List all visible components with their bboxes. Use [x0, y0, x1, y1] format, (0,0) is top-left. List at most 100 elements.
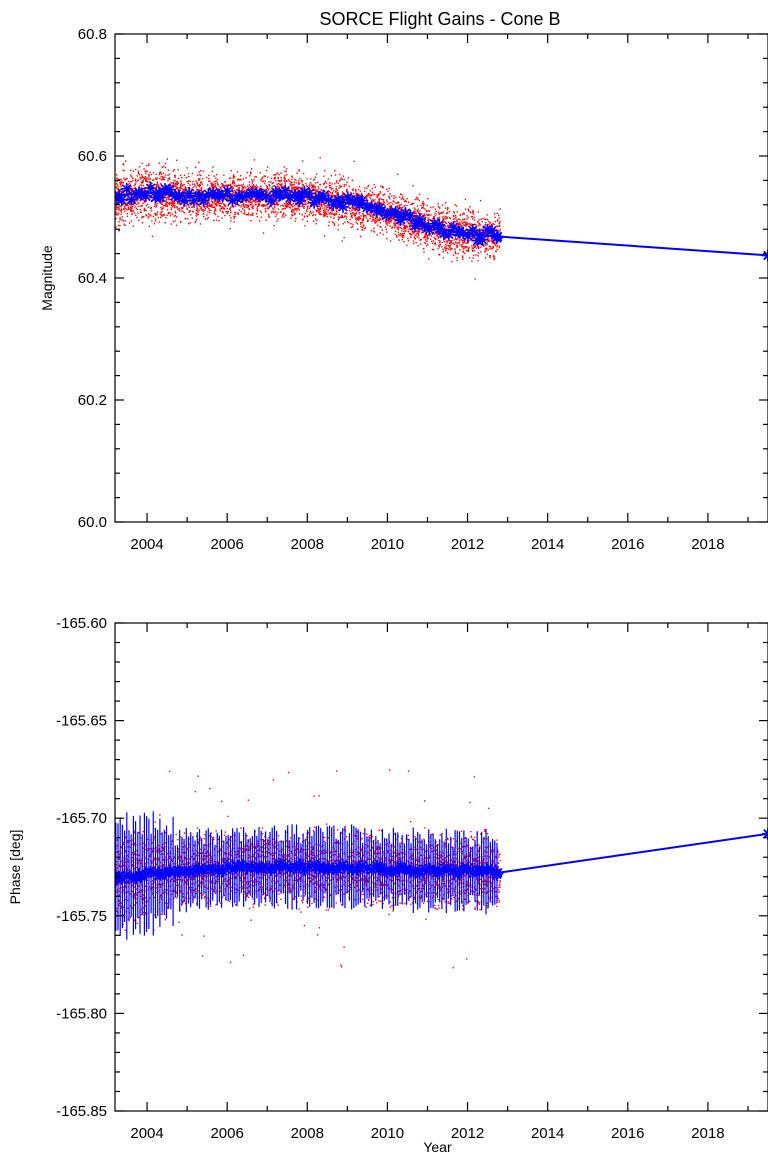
- raw-point: [498, 231, 500, 234]
- raw-point: [454, 204, 456, 206]
- raw-point: [218, 188, 220, 190]
- raw-point: [195, 215, 197, 217]
- raw-point: [213, 212, 215, 215]
- raw-point: [337, 229, 339, 231]
- raw-point: [142, 179, 144, 181]
- raw-point: [394, 201, 396, 204]
- raw-point: [163, 178, 165, 181]
- raw-point: [371, 193, 373, 196]
- raw-point: [461, 238, 463, 241]
- raw-point: [302, 184, 305, 187]
- average-marker: [264, 195, 277, 208]
- raw-point: [456, 242, 459, 244]
- raw-point: [251, 214, 254, 216]
- raw-point: [290, 211, 293, 213]
- raw-point: [472, 249, 474, 252]
- raw-point: [364, 190, 366, 192]
- raw-point: [240, 211, 242, 213]
- raw-point: [351, 216, 353, 219]
- raw-point: [195, 186, 197, 188]
- raw-point: [315, 182, 317, 184]
- raw-point: [134, 179, 137, 182]
- raw-point: [477, 211, 479, 213]
- raw-point: [499, 208, 501, 210]
- raw-point: [365, 198, 368, 200]
- raw-point: [152, 215, 155, 218]
- raw-point: [398, 852, 400, 855]
- raw-point: [355, 189, 357, 191]
- raw-point: [366, 187, 368, 190]
- raw-point: [493, 213, 496, 215]
- raw-point: [141, 175, 144, 178]
- raw-point: [324, 205, 326, 207]
- raw-point: [171, 213, 173, 216]
- raw-point: [464, 241, 466, 243]
- raw-point: [449, 224, 451, 226]
- raw-point: [182, 211, 185, 213]
- raw-point: [298, 170, 300, 172]
- raw-point: [266, 187, 269, 189]
- raw-point: [154, 203, 156, 206]
- raw-point: [141, 216, 144, 218]
- raw-point: [464, 208, 467, 210]
- raw-point: [283, 180, 285, 182]
- raw-point: [192, 186, 194, 189]
- raw-point: [319, 211, 321, 213]
- data-point: [213, 189, 226, 202]
- raw-point: [248, 200, 250, 202]
- raw-point: [275, 173, 277, 175]
- raw-point: [296, 210, 298, 212]
- raw-point: [170, 204, 172, 207]
- raw-point: [457, 242, 460, 244]
- average-marker: [144, 182, 157, 195]
- raw-point: [207, 216, 209, 219]
- raw-point: [372, 215, 375, 217]
- raw-point: [246, 214, 249, 216]
- raw-point: [160, 176, 162, 178]
- raw-point: [453, 211, 455, 213]
- raw-point: [248, 184, 251, 186]
- raw-point: [169, 215, 172, 217]
- raw-point: [221, 183, 224, 185]
- raw-point: [277, 172, 279, 174]
- raw-point: [406, 244, 408, 246]
- raw-point: [126, 204, 128, 207]
- raw-point: [381, 186, 384, 189]
- raw-point: [175, 212, 177, 214]
- raw-point: [417, 210, 419, 213]
- raw-point: [232, 206, 234, 208]
- raw-point: [462, 250, 464, 253]
- raw-point: [220, 183, 223, 185]
- raw-point: [401, 230, 403, 232]
- raw-point: [339, 185, 341, 187]
- raw-point: [331, 209, 334, 212]
- raw-point: [409, 234, 412, 236]
- raw-point: [171, 201, 173, 203]
- average-marker: [163, 183, 176, 196]
- raw-point: [402, 196, 404, 198]
- raw-point: [438, 212, 440, 214]
- raw-point: [233, 183, 236, 185]
- raw-point: [394, 230, 397, 232]
- raw-point: [177, 188, 179, 190]
- raw-point: [161, 203, 164, 206]
- raw-point: [267, 213, 270, 216]
- raw-point: [449, 249, 452, 251]
- raw-point: [365, 194, 368, 196]
- raw-point: [471, 245, 473, 247]
- raw-point: [283, 205, 285, 207]
- raw-point: [284, 175, 286, 177]
- raw-point: [268, 206, 271, 208]
- raw-point: [328, 184, 331, 186]
- raw-point: [288, 890, 290, 892]
- raw-point: [273, 224, 275, 227]
- raw-point: [446, 217, 448, 219]
- raw-point: [240, 204, 243, 206]
- raw-point: [148, 176, 150, 179]
- raw-point: [205, 176, 208, 179]
- raw-point: [438, 254, 441, 256]
- raw-point: [165, 203, 167, 205]
- raw-point: [119, 210, 122, 212]
- raw-point: [497, 225, 499, 228]
- raw-point: [445, 216, 448, 218]
